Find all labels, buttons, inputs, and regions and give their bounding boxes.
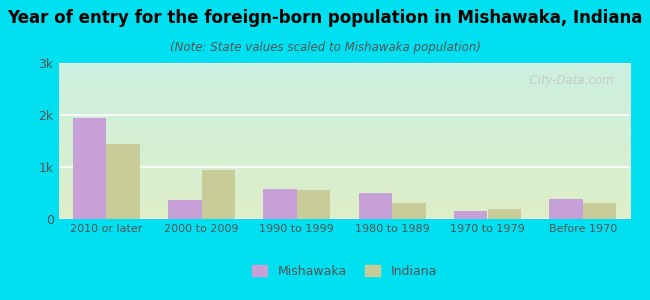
Bar: [297, 190, 330, 219]
Bar: [168, 200, 202, 219]
Bar: [583, 203, 616, 219]
Bar: [202, 169, 235, 219]
Legend: Mishawaka, Indiana: Mishawaka, Indiana: [248, 260, 441, 283]
Bar: [454, 211, 488, 219]
Text: (Note: State values scaled to Mishawaka population): (Note: State values scaled to Mishawaka …: [170, 40, 480, 53]
Bar: [392, 203, 426, 219]
Bar: [549, 199, 583, 219]
Bar: [106, 144, 140, 219]
Bar: [73, 118, 106, 219]
Bar: [359, 193, 392, 219]
Bar: [263, 189, 297, 219]
Bar: [488, 209, 521, 219]
Text: Year of entry for the foreign-born population in Mishawaka, Indiana: Year of entry for the foreign-born popul…: [7, 9, 643, 27]
Text: City-Data.com: City-Data.com: [522, 74, 614, 87]
